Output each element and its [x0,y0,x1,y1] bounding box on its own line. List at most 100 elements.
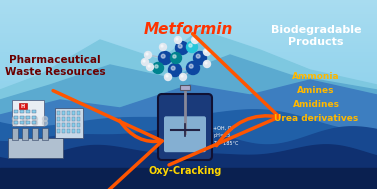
Circle shape [189,44,192,47]
Bar [67,111,70,115]
Circle shape [161,45,163,47]
Bar [72,117,75,121]
Bar [12,128,18,140]
Bar [14,121,17,124]
Circle shape [179,74,187,81]
Bar [72,129,75,132]
Circle shape [23,116,28,122]
FancyBboxPatch shape [158,94,212,160]
Circle shape [169,64,181,77]
Bar [20,116,23,119]
Bar [57,117,60,121]
Circle shape [164,74,172,81]
Bar [8,138,63,158]
Circle shape [187,61,199,74]
Text: Ammonia: Ammonia [292,72,340,81]
FancyBboxPatch shape [164,116,206,152]
Circle shape [189,64,193,68]
Bar [67,123,70,126]
Circle shape [170,53,181,64]
Bar [32,121,35,124]
Text: Pharmaceutical
Waste Resources: Pharmaceutical Waste Resources [5,55,105,77]
Bar [55,108,83,138]
Text: Amidines: Amidines [293,100,340,109]
Text: Urea derivatives: Urea derivatives [274,114,358,123]
Circle shape [204,49,210,56]
Circle shape [147,64,153,70]
FancyArrowPatch shape [169,34,279,165]
Bar [62,111,65,115]
Circle shape [158,51,172,64]
Circle shape [23,121,28,125]
Bar [32,128,38,140]
Circle shape [161,54,165,58]
Text: +OH, O₂
pH=15
T = 185°C: +OH, O₂ pH=15 T = 185°C [213,126,238,146]
Circle shape [166,75,168,77]
Circle shape [148,65,150,67]
FancyArrowPatch shape [53,91,162,189]
Bar [42,128,48,140]
Bar [19,103,27,109]
Bar [32,110,35,113]
Bar [14,110,17,113]
Text: Amines: Amines [297,86,335,95]
Bar [77,129,80,132]
Circle shape [171,66,175,70]
Circle shape [143,60,145,62]
Bar [62,123,65,126]
Circle shape [144,51,152,59]
Circle shape [32,116,37,122]
Bar [67,129,70,132]
Circle shape [176,42,188,54]
Circle shape [196,54,200,58]
Bar [62,129,65,132]
Polygon shape [0,55,377,189]
Bar [26,121,29,124]
Bar [22,128,28,140]
Bar [20,121,23,124]
Bar [62,117,65,121]
Circle shape [146,53,148,55]
Circle shape [175,36,181,43]
Circle shape [193,38,195,40]
Circle shape [193,51,207,64]
Circle shape [155,65,158,68]
Bar [67,117,70,121]
Circle shape [181,75,183,77]
Circle shape [12,116,17,122]
Text: Metformin: Metformin [143,22,233,37]
Bar [57,123,60,126]
Circle shape [176,38,178,40]
Circle shape [32,121,37,125]
Bar [57,129,60,132]
Text: Oxy-Cracking: Oxy-Cracking [148,166,222,176]
Circle shape [12,121,17,125]
Circle shape [43,116,48,122]
Circle shape [153,63,164,74]
Bar [26,110,29,113]
Circle shape [205,50,207,52]
Bar [12,100,44,126]
Bar [180,85,190,90]
Bar [26,116,29,119]
Bar [77,111,80,115]
Circle shape [205,62,207,64]
Bar [20,110,23,113]
Polygon shape [0,30,377,189]
Bar [57,111,60,115]
Circle shape [192,36,199,43]
Bar [14,116,17,119]
Bar [72,111,75,115]
Bar [72,123,75,126]
Circle shape [159,43,167,50]
Circle shape [173,55,176,58]
Text: H: H [21,104,25,108]
Circle shape [204,60,210,67]
Text: Biodegradable
Products: Biodegradable Products [271,25,361,47]
Polygon shape [0,80,377,189]
Circle shape [178,44,182,48]
Bar [77,123,80,126]
Circle shape [141,59,149,66]
Bar [32,116,35,119]
Circle shape [187,42,198,53]
